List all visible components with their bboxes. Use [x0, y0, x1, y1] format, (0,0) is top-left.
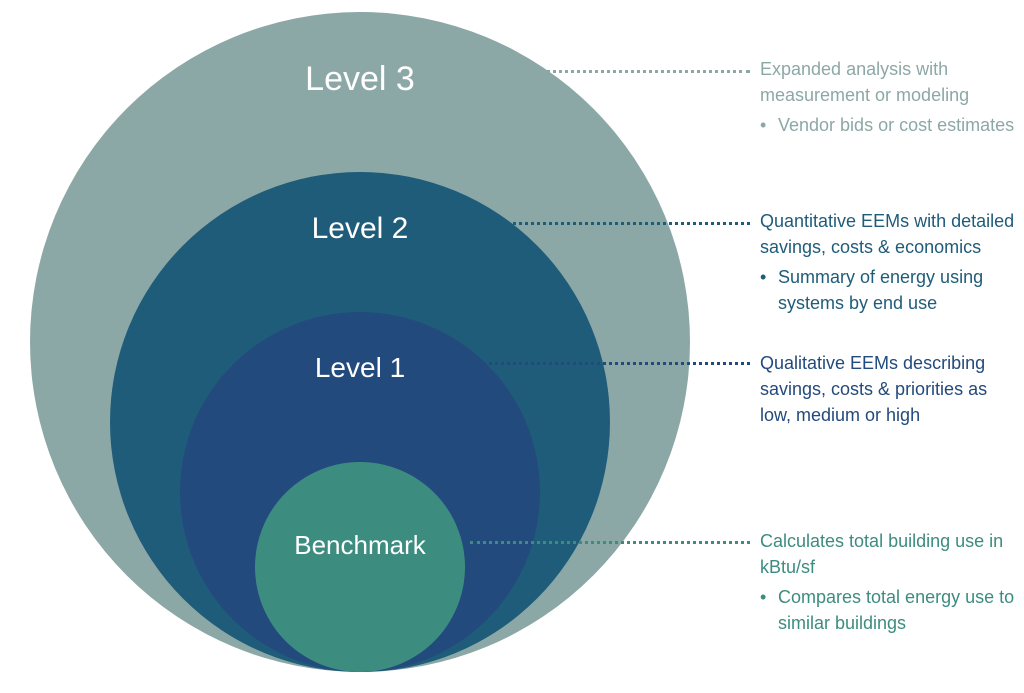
desc-bullet: Summary of energy using systems by end u…	[760, 264, 1020, 316]
desc-bullets-level3: Vendor bids or cost estimates	[760, 112, 1020, 138]
desc-bullets-level2: Summary of energy using systems by end u…	[760, 264, 1020, 316]
circle-label-level2: Level 2	[312, 212, 409, 246]
desc-benchmark: Calculates total building use in kBtu/sf…	[760, 528, 1020, 636]
desc-bullet: Compares total energy use to similar bui…	[760, 584, 1020, 636]
circle-benchmark	[255, 462, 465, 672]
circle-label-benchmark: Benchmark	[294, 530, 426, 561]
leader-level2	[436, 222, 750, 225]
leader-level3	[444, 70, 750, 73]
circle-label-level1: Level 1	[315, 352, 405, 384]
desc-bullet: Vendor bids or cost estimates	[760, 112, 1020, 138]
desc-main-level3: Expanded analysis with measurement or mo…	[760, 56, 1020, 108]
desc-bullets-benchmark: Compares total energy use to similar bui…	[760, 584, 1020, 636]
desc-level2: Quantitative EEMs with detailed savings,…	[760, 208, 1020, 316]
desc-level3: Expanded analysis with measurement or mo…	[760, 56, 1020, 138]
desc-main-level1: Qualitative EEMs describing savings, cos…	[760, 350, 1020, 428]
leader-level1	[428, 362, 750, 365]
desc-main-benchmark: Calculates total building use in kBtu/sf	[760, 528, 1020, 580]
leader-benchmark	[470, 541, 750, 544]
desc-main-level2: Quantitative EEMs with detailed savings,…	[760, 208, 1020, 260]
circle-label-level3: Level 3	[305, 60, 415, 99]
desc-level1: Qualitative EEMs describing savings, cos…	[760, 350, 1020, 428]
diagram-stage: Level 3 Expanded analysis with measuremen…	[0, 0, 1024, 693]
